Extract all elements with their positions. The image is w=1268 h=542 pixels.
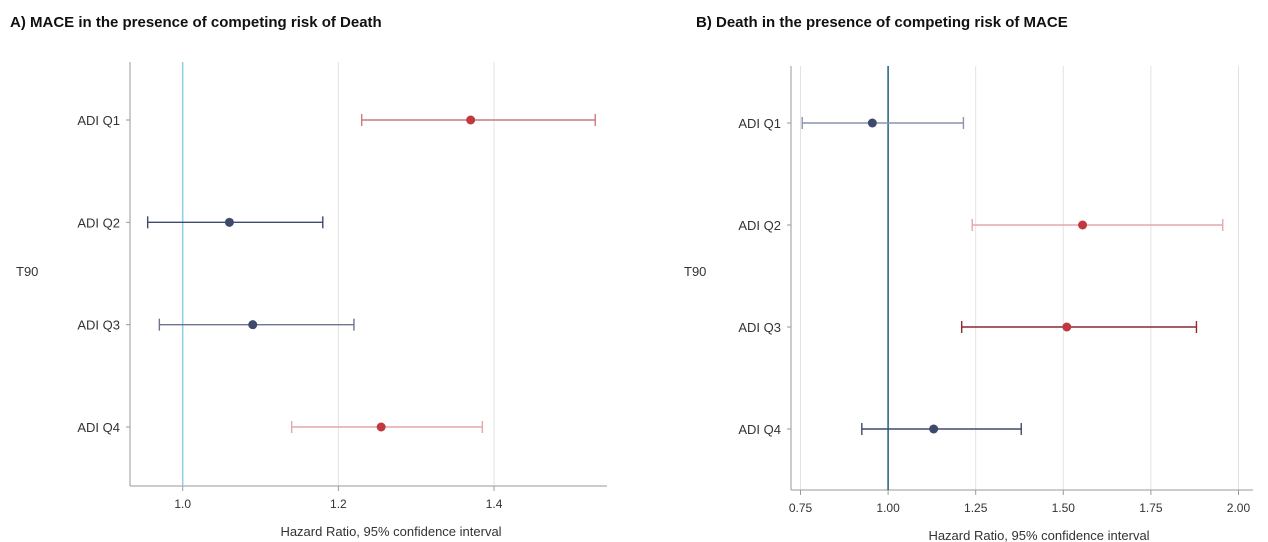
- panel-b: B) Death in the presence of competing ri…: [634, 0, 1268, 542]
- point-estimate: [224, 217, 234, 227]
- x-tick-label: 2.00: [1227, 501, 1251, 515]
- x-tick-label: 1.4: [486, 497, 503, 511]
- category-label: ADI Q3: [77, 318, 120, 333]
- point-estimate: [376, 422, 386, 432]
- x-tick-label: 1.0: [174, 497, 191, 511]
- category-label: ADI Q3: [738, 320, 781, 335]
- chart-title: A) MACE in the presence of competing ris…: [10, 14, 382, 31]
- x-tick-label: 0.75: [789, 501, 813, 515]
- category-label: ADI Q4: [738, 422, 781, 437]
- point-estimate: [1078, 220, 1088, 230]
- x-tick-label: 1.2: [330, 497, 347, 511]
- category-label: ADI Q2: [77, 215, 120, 230]
- x-tick-label: 1.50: [1052, 501, 1076, 515]
- point-estimate: [867, 118, 877, 128]
- point-estimate: [1062, 322, 1072, 332]
- chart-title: B) Death in the presence of competing ri…: [696, 14, 1068, 31]
- panel-a: A) MACE in the presence of competing ris…: [10, 14, 607, 539]
- x-axis-title: Hazard Ratio, 95% confidence interval: [280, 524, 501, 539]
- point-estimate: [248, 320, 258, 330]
- category-label: ADI Q1: [77, 113, 120, 128]
- category-label: ADI Q4: [77, 420, 120, 435]
- x-tick-label: 1.25: [964, 501, 988, 515]
- point-estimate: [929, 424, 939, 434]
- x-axis-title: Hazard Ratio, 95% confidence interval: [928, 528, 1149, 542]
- category-label: ADI Q1: [738, 116, 781, 131]
- point-estimate: [466, 115, 476, 125]
- forest-plot-b: 0.75 1.00 1.25 1.50 1.75 2.00 Hazard Ratio, 95…: [684, 66, 1253, 542]
- group-label: T90: [684, 264, 706, 279]
- forest-plot-a: 1.0 1.2 1.4 Hazard Ratio, 95% confidence in…: [16, 62, 607, 539]
- x-tick-label: 1.00: [876, 501, 900, 515]
- x-tick-label: 1.75: [1139, 501, 1163, 515]
- group-label: T90: [16, 264, 38, 279]
- category-label: ADI Q2: [738, 218, 781, 233]
